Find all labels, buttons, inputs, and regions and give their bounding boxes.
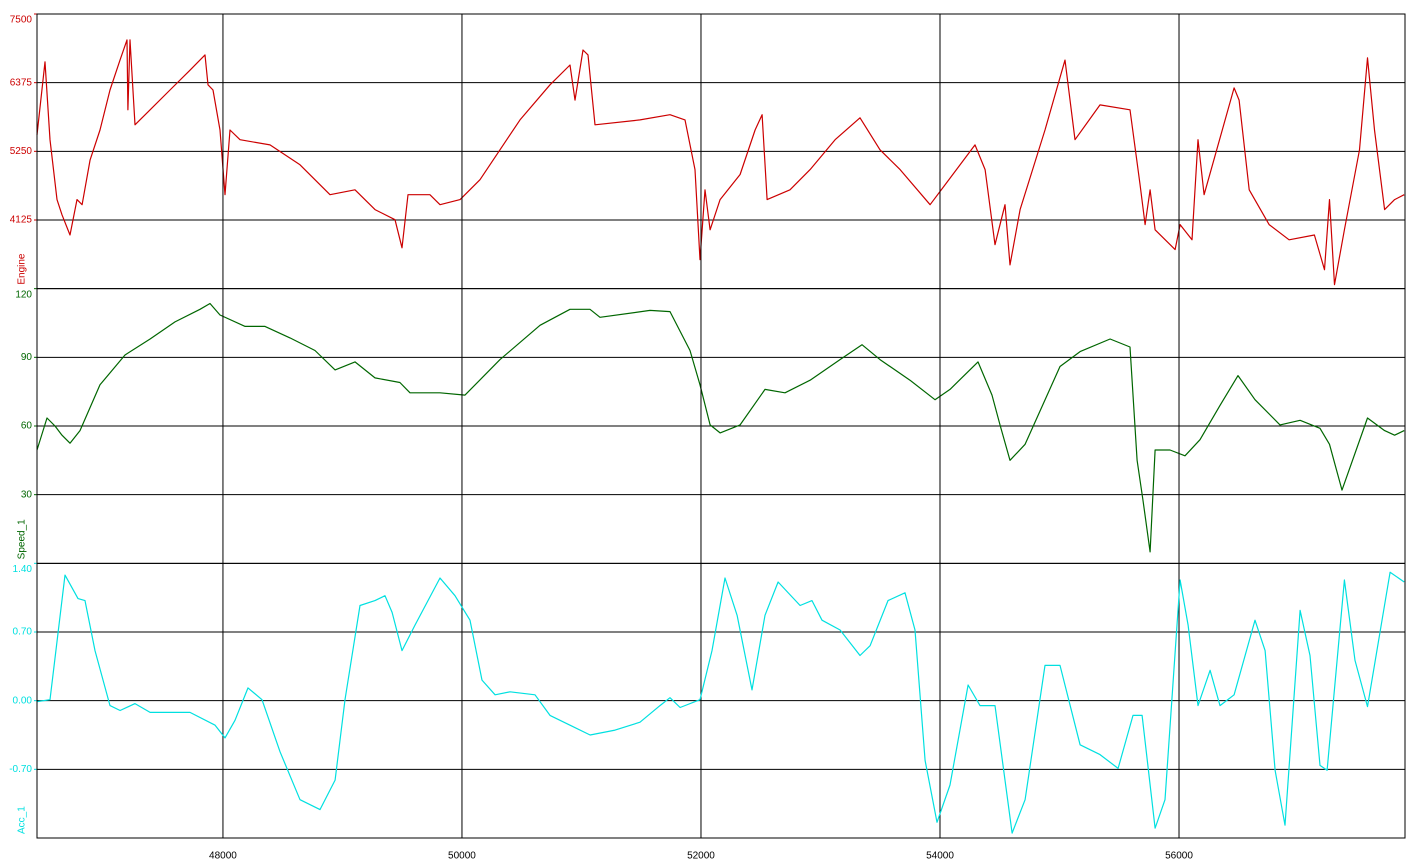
plot-frame bbox=[36, 13, 1406, 839]
y-axis-label: Speed_1 bbox=[17, 519, 28, 559]
y-axis-label: Engine bbox=[17, 253, 28, 285]
y-tick-label: 4125 bbox=[10, 215, 33, 226]
x-tick-label: 52000 bbox=[687, 851, 715, 862]
y-tick-label: 90 bbox=[21, 352, 33, 363]
y-tick-label: 1.40 bbox=[13, 564, 33, 575]
y-tick-label: -0.70 bbox=[9, 764, 32, 775]
y-tick-label: 5250 bbox=[10, 146, 33, 157]
x-tick-label: 56000 bbox=[1165, 851, 1193, 862]
data-line bbox=[36, 571, 1405, 834]
x-tick-label: 50000 bbox=[448, 851, 476, 862]
y-tick-label: 0.70 bbox=[13, 627, 33, 638]
x-tick-label: 54000 bbox=[926, 851, 954, 862]
data-line bbox=[36, 302, 1405, 553]
y-tick-label: 0.00 bbox=[13, 695, 33, 706]
y-tick-label: 6375 bbox=[10, 77, 33, 88]
y-tick-label: 60 bbox=[21, 421, 33, 432]
y-tick-label: 120 bbox=[15, 289, 32, 300]
y-tick-label: 30 bbox=[21, 489, 33, 500]
y-axis-label: Acc_1 bbox=[17, 806, 28, 834]
data-line bbox=[36, 39, 1405, 286]
y-tick-label: 7500 bbox=[10, 15, 33, 26]
x-tick-label: 48000 bbox=[209, 851, 237, 862]
